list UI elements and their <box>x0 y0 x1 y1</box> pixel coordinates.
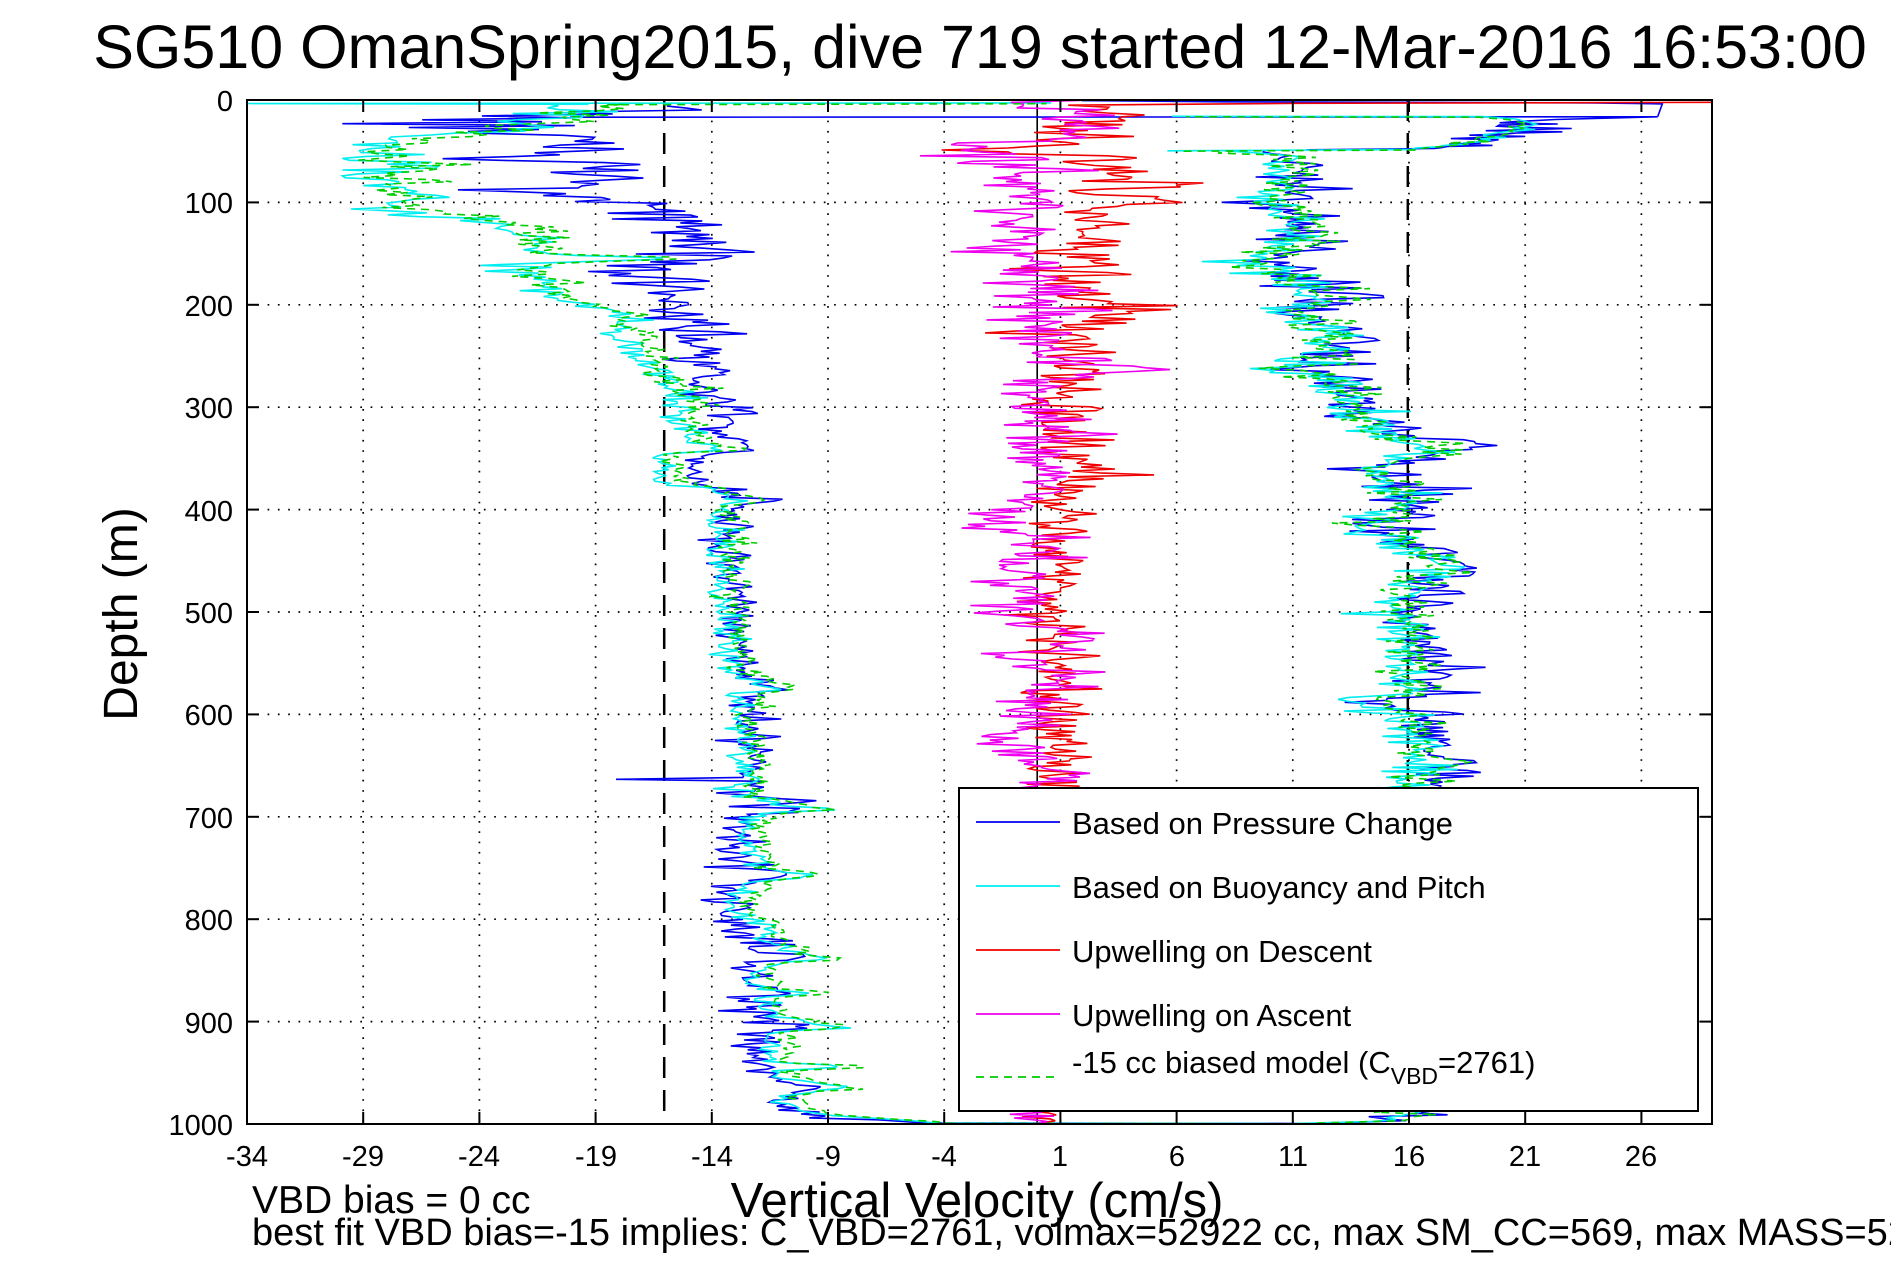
svg-text:Upwelling on Ascent: Upwelling on Ascent <box>1072 998 1352 1033</box>
svg-text:300: 300 <box>185 393 233 425</box>
svg-text:700: 700 <box>185 803 233 835</box>
svg-text:500: 500 <box>185 598 233 630</box>
svg-text:1: 1 <box>1052 1141 1068 1173</box>
svg-text:26: 26 <box>1625 1141 1657 1173</box>
svg-text:0: 0 <box>217 86 233 118</box>
svg-text:Vertical Velocity (cm/s): Vertical Velocity (cm/s) <box>731 1174 1224 1228</box>
svg-text:-29: -29 <box>342 1141 384 1173</box>
svg-text:-34: -34 <box>226 1141 268 1173</box>
svg-text:100: 100 <box>185 188 233 220</box>
svg-text:Based on Buoyancy and Pitch: Based on Buoyancy and Pitch <box>1072 870 1486 905</box>
svg-text:900: 900 <box>185 1008 233 1040</box>
svg-text:Depth (m): Depth (m) <box>95 507 148 720</box>
svg-text:1000: 1000 <box>168 1110 233 1142</box>
svg-text:16: 16 <box>1393 1141 1425 1173</box>
svg-text:-19: -19 <box>575 1141 617 1173</box>
svg-text:-14: -14 <box>691 1141 733 1173</box>
svg-text:600: 600 <box>185 700 233 732</box>
svg-text:400: 400 <box>185 496 233 528</box>
svg-text:11: 11 <box>1278 1141 1308 1173</box>
svg-text:best fit VBD bias=-15 implies:: best fit VBD bias=-15 implies: C_VBD=276… <box>252 1212 1891 1254</box>
svg-text:SG510 OmanSpring2015, dive 719: SG510 OmanSpring2015, dive 719 started 1… <box>93 13 1867 81</box>
svg-text:Upwelling on Descent: Upwelling on Descent <box>1072 934 1372 969</box>
svg-text:21: 21 <box>1509 1141 1541 1173</box>
svg-text:-4: -4 <box>931 1141 957 1173</box>
svg-text:VBD bias = 0 cc: VBD bias = 0 cc <box>252 1179 531 1222</box>
svg-text:800: 800 <box>185 905 233 937</box>
svg-text:-24: -24 <box>458 1141 500 1173</box>
svg-text:6: 6 <box>1169 1141 1185 1173</box>
svg-text:200: 200 <box>185 291 233 323</box>
svg-text:-9: -9 <box>815 1141 841 1173</box>
svg-text:Based on Pressure Change: Based on Pressure Change <box>1072 806 1453 841</box>
